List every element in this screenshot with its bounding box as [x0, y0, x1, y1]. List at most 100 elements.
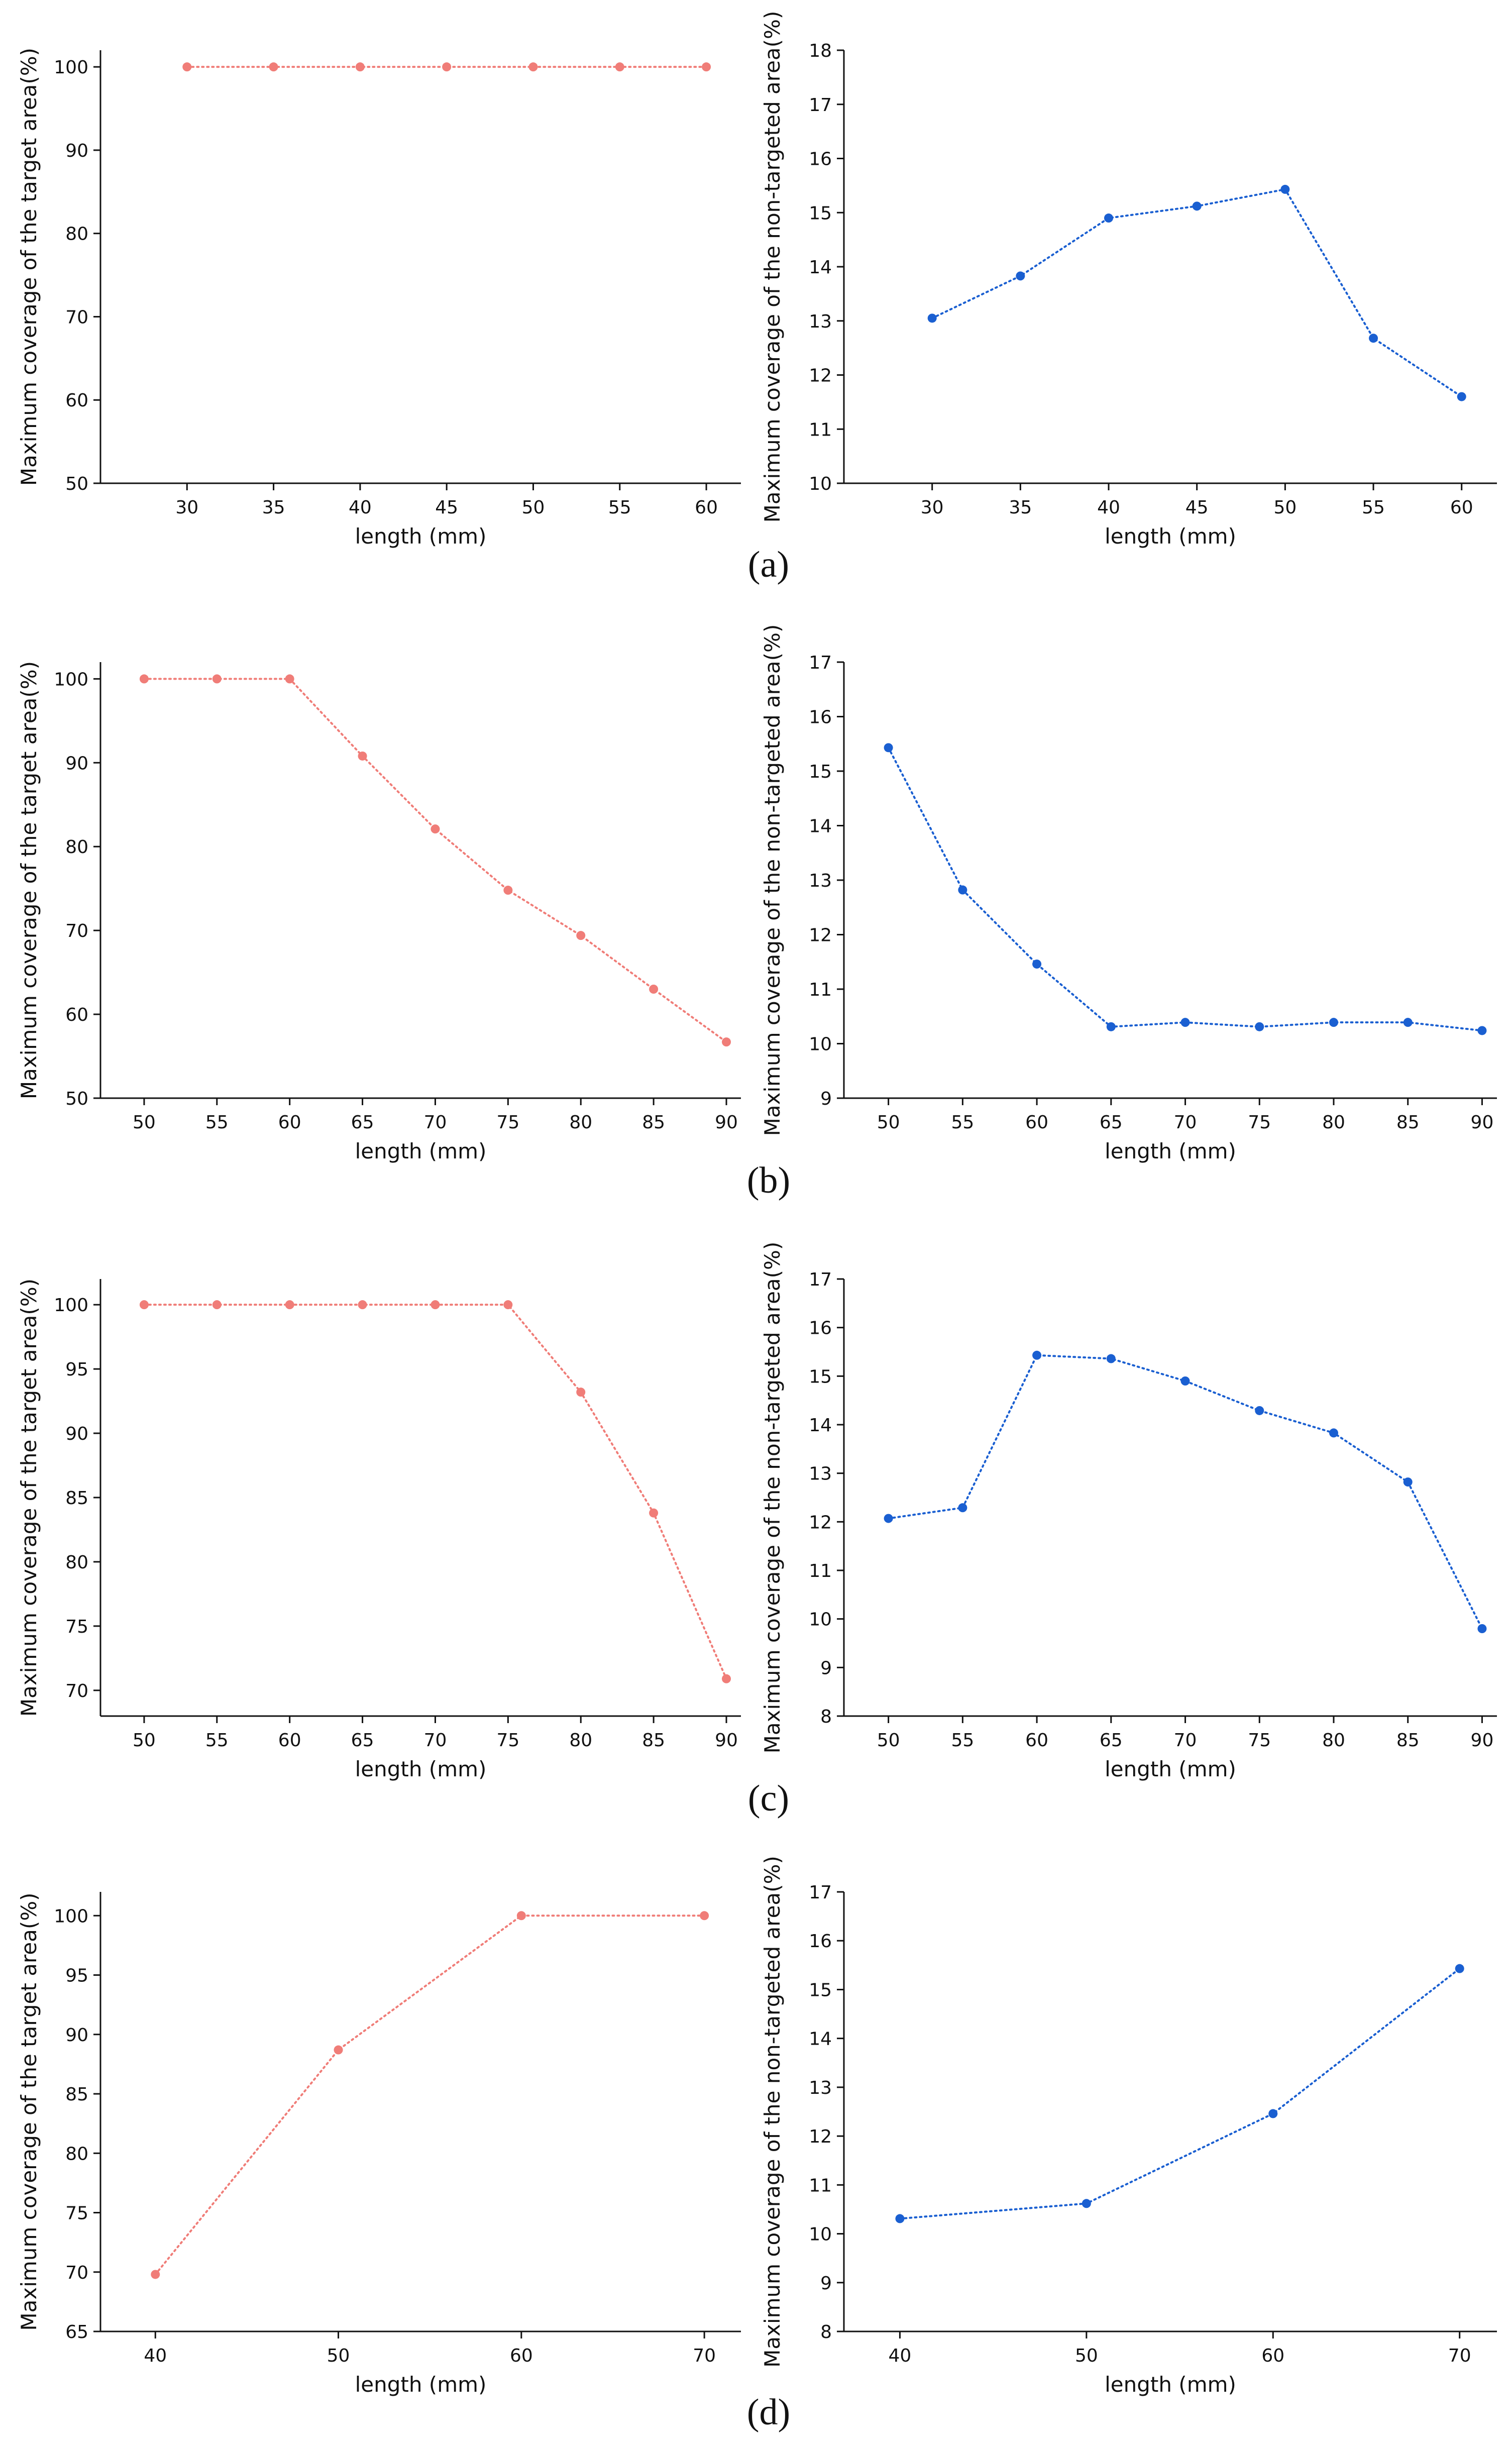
chart-2: 10 11 12 13 14 15 16 17 18 30 35 40 45 50 55 60 length (… [760, 11, 1497, 549]
data-point [139, 1300, 149, 1310]
x-tick-label: 80 [569, 1730, 592, 1751]
y-tick-label: 12 [809, 366, 832, 386]
x-tick-label: 45 [435, 497, 458, 518]
y-tick-label: 13 [809, 1464, 832, 1484]
data-point [1082, 2199, 1091, 2208]
x-tick-label: 80 [1322, 1730, 1345, 1751]
y-tick-label: 14 [809, 2029, 832, 2050]
x-tick-label: 30 [921, 497, 944, 518]
x-tick-label: 85 [642, 1112, 665, 1133]
x-tick-label: 50 [522, 497, 545, 518]
x-tick-label: 90 [715, 1112, 738, 1133]
y-axis-label: Maximum coverage of the target area(%) [17, 661, 41, 1099]
x-tick-label: 60 [510, 2346, 533, 2366]
x-tick-label: 55 [1362, 497, 1385, 518]
y-tick-label: 95 [65, 1966, 88, 1986]
y-tick-label: 11 [809, 1561, 832, 1581]
y-tick-label: 75 [65, 2203, 88, 2224]
panel-label: (c) [748, 1778, 789, 1819]
y-axis-label: Maximum coverage of the target area(%) [17, 1892, 41, 2330]
y-tick-label: 60 [65, 1005, 88, 1025]
y-axis-label: Maximum coverage of the non-targeted are… [760, 1242, 785, 1754]
data-point [528, 62, 538, 72]
chart-5: 70 75 80 85 90 95 100 50 55 60 65 70 75 80 85 90 length … [17, 1279, 741, 1781]
chart-8: 8 9 10 11 12 13 14 15 16 17 40 50 60 70 length (mm) Max… [760, 1856, 1497, 2397]
y-tick-label: 85 [65, 2084, 88, 2105]
y-axis-label: Maximum coverage of the non-targeted are… [760, 624, 785, 1136]
data-point [212, 674, 222, 684]
data-point [895, 2214, 905, 2223]
x-tick-label: 50 [133, 1112, 156, 1133]
y-tick-label: 15 [809, 1366, 832, 1387]
data-point [576, 1388, 586, 1397]
y-tick-label: 17 [809, 653, 832, 673]
x-axis-label: length (mm) [1105, 524, 1236, 549]
y-tick-label: 11 [809, 2175, 832, 2196]
data-point [649, 985, 659, 994]
y-tick-label: 10 [809, 1034, 832, 1055]
x-axis-label: length (mm) [1105, 2372, 1236, 2397]
data-point [1403, 1477, 1413, 1487]
data-point [285, 674, 294, 684]
data-point [1369, 334, 1378, 343]
data-point [615, 62, 624, 72]
data-point [430, 824, 440, 834]
y-tick-label: 90 [65, 1424, 88, 1444]
x-tick-label: 65 [1100, 1730, 1123, 1751]
y-tick-label: 70 [65, 307, 88, 328]
data-point [884, 1514, 893, 1523]
y-tick-label: 13 [809, 311, 832, 332]
data-point [1477, 1624, 1487, 1633]
data-point [212, 1300, 222, 1310]
data-point [1180, 1018, 1190, 1027]
y-tick-label: 11 [809, 419, 832, 440]
y-tick-label: 50 [65, 1089, 88, 1109]
y-tick-label: 8 [820, 1707, 832, 1727]
data-point [722, 1674, 731, 1683]
x-tick-label: 75 [496, 1112, 519, 1133]
series-line [931, 188, 1463, 398]
data-point [1255, 1406, 1264, 1415]
series-line [143, 1304, 728, 1680]
x-tick-label: 60 [1025, 1730, 1048, 1751]
y-tick-label: 15 [809, 1980, 832, 2000]
x-tick-label: 35 [1009, 497, 1032, 518]
y-tick-label: 14 [809, 816, 832, 837]
data-point [355, 62, 365, 72]
x-axis-label: length (mm) [355, 524, 487, 549]
data-point [576, 931, 586, 940]
x-tick-label: 70 [1448, 2346, 1471, 2366]
data-point [1032, 960, 1042, 969]
y-tick-label: 100 [54, 57, 88, 78]
data-point [700, 1911, 709, 1921]
y-tick-label: 16 [809, 149, 832, 170]
y-tick-label: 14 [809, 1415, 832, 1436]
x-tick-label: 50 [1075, 2346, 1098, 2366]
x-axis-label: length (mm) [355, 1139, 487, 1163]
x-tick-label: 40 [889, 2346, 912, 2366]
y-tick-label: 10 [809, 2224, 832, 2245]
data-point [139, 674, 149, 684]
y-axis-label: Maximum coverage of the non-targeted are… [760, 1856, 785, 2368]
x-axis-label: length (mm) [1105, 1757, 1236, 1781]
data-point [927, 313, 937, 323]
x-tick-label: 55 [951, 1730, 974, 1751]
data-point [1106, 1354, 1116, 1363]
x-tick-label: 45 [1185, 497, 1209, 518]
y-tick-label: 50 [65, 474, 88, 494]
y-tick-label: 85 [65, 1488, 88, 1509]
y-tick-label: 12 [809, 2126, 832, 2147]
y-tick-label: 17 [809, 1882, 832, 1903]
data-point [1329, 1018, 1338, 1027]
y-tick-label: 9 [820, 1658, 832, 1678]
data-point [503, 1300, 513, 1310]
data-point [1403, 1018, 1413, 1027]
x-tick-label: 65 [351, 1730, 374, 1751]
y-tick-label: 60 [65, 390, 88, 411]
chart-3: 50 60 70 80 90 100 50 55 60 65 70 75 80 85 90 length (m… [17, 661, 741, 1163]
y-tick-label: 18 [809, 41, 832, 61]
y-tick-label: 100 [54, 1906, 88, 1927]
data-point [285, 1300, 294, 1310]
series-line [887, 747, 1483, 1032]
x-tick-label: 40 [1097, 497, 1120, 518]
